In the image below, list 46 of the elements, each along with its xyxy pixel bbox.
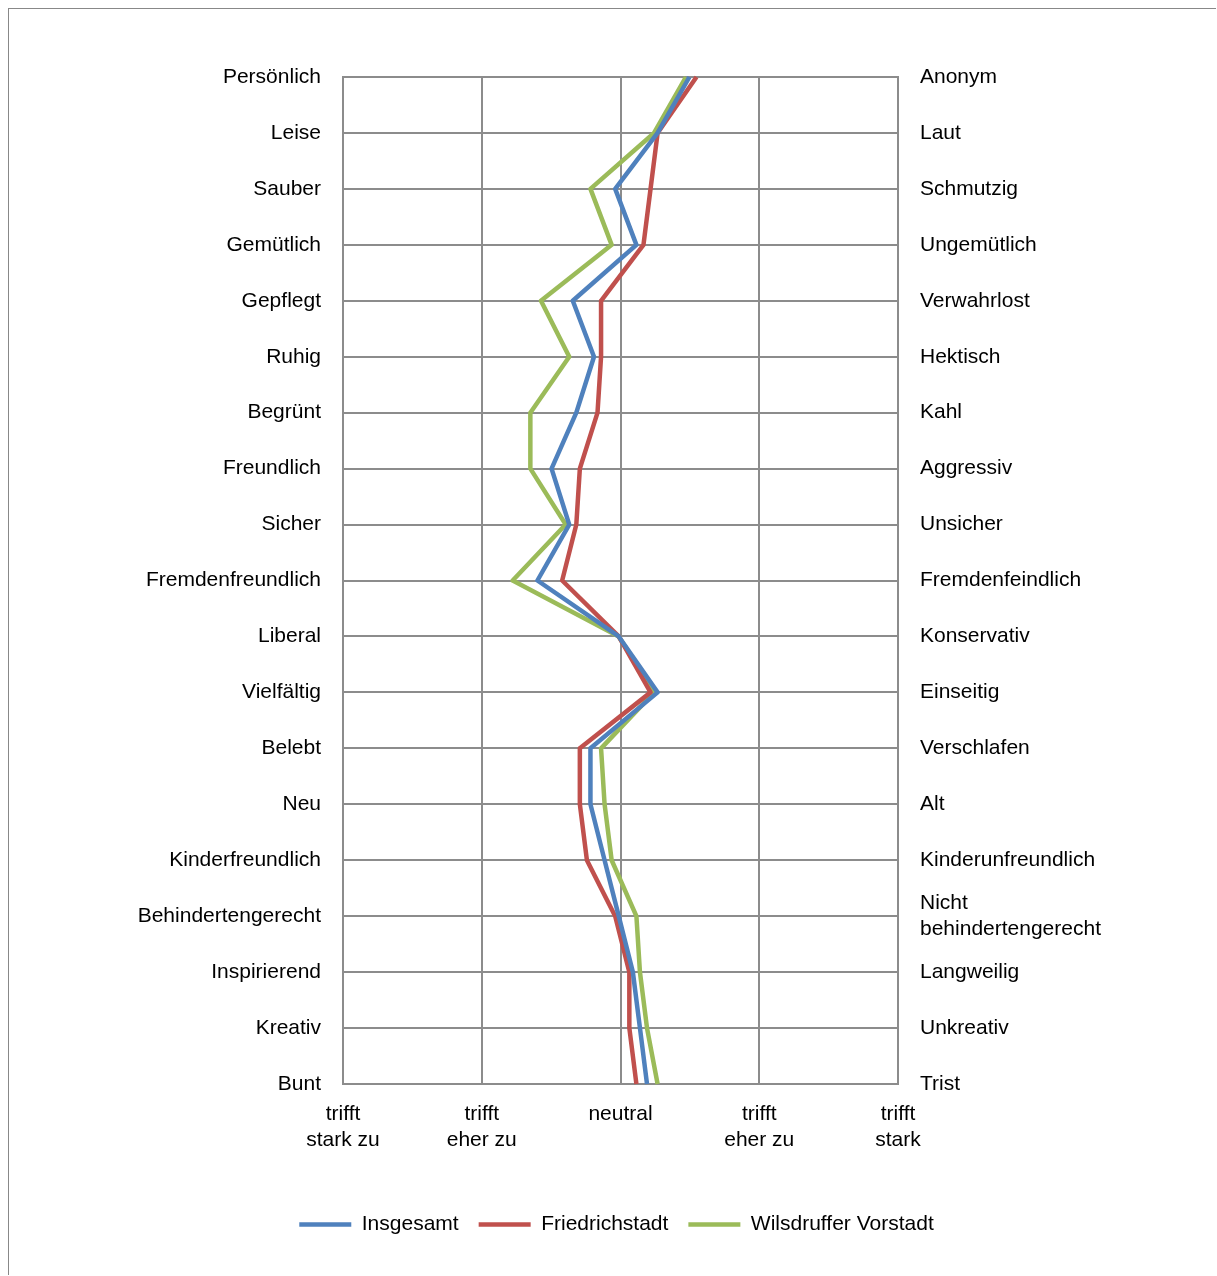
y-tick-label: Sicher <box>261 511 321 535</box>
y2-tick-label: Verwahrlost <box>920 287 1030 311</box>
y-tick-label: Gepflegt <box>241 287 322 311</box>
y2-tick-label: Kinderunfreundlich <box>920 847 1096 871</box>
y-tick-label: Neu <box>282 791 321 815</box>
y-tick-label: Sauber <box>253 175 321 199</box>
y2-tick-label: Kahl <box>920 399 963 423</box>
legend-label: Wilsdruffer Vorstadt <box>750 1211 934 1235</box>
y-tick-label: Belebt <box>261 735 322 759</box>
y-tick-label: Fremdenfreundlich <box>145 567 321 591</box>
y-tick-label: Bunt <box>277 1070 322 1094</box>
y-tick-label: Leise <box>270 119 321 143</box>
y-tick-label: Gemütlich <box>226 231 321 255</box>
y2-tick-label: Aggressiv <box>920 455 1013 479</box>
y2-tick-label: Konservativ <box>920 623 1031 647</box>
y-tick-label: Liberal <box>257 623 321 647</box>
y2-tick-label: Alt <box>920 791 945 815</box>
text: trifft stark <box>875 1101 922 1150</box>
y-tick-label: Persönlich <box>222 63 321 87</box>
y-tick-label: Vielfältig <box>242 679 321 703</box>
y-tick-label: Behindertengerecht <box>137 902 322 926</box>
y2-tick-label: Hektisch <box>920 343 1001 367</box>
legend-label: Insgesamt <box>361 1211 459 1235</box>
y2-tick-label: Ungemütlich <box>920 231 1037 255</box>
y2-tick-label: Fremdenfeindlich <box>920 567 1082 591</box>
y-tick-label: Kreativ <box>255 1014 322 1038</box>
y2-tick-label: Einseitig <box>920 679 1000 703</box>
y2-tick-label: Unkreativ <box>920 1014 1010 1038</box>
y2-tick-label: Laut <box>920 119 962 143</box>
y2-tick-label: Trist <box>920 1070 961 1094</box>
text: trifft eher zu <box>724 1101 795 1150</box>
text: neutral <box>588 1101 653 1125</box>
legend-label: Friedrichstadt <box>541 1211 669 1235</box>
y-tick-label: Inspirierend <box>211 958 321 982</box>
y-tick-label: Ruhig <box>266 343 321 367</box>
text: trifft eher zu <box>446 1101 517 1150</box>
y-tick-label: Begrünt <box>247 399 322 423</box>
y2-tick-label: Langweilig <box>920 958 1020 982</box>
text: trifft stark zu <box>306 1101 380 1150</box>
y2-tick-label: Schmutzig <box>920 175 1019 199</box>
y2-tick-label: Unsicher <box>920 511 1003 535</box>
y2-tick-label: Nicht behindertengerecht <box>920 890 1102 939</box>
y2-tick-label: Anonym <box>920 63 998 87</box>
y-tick-label: Freundlich <box>222 455 321 479</box>
y-tick-label: Kinderfreundlich <box>169 847 321 871</box>
y2-tick-label: Verschlafen <box>920 735 1030 759</box>
